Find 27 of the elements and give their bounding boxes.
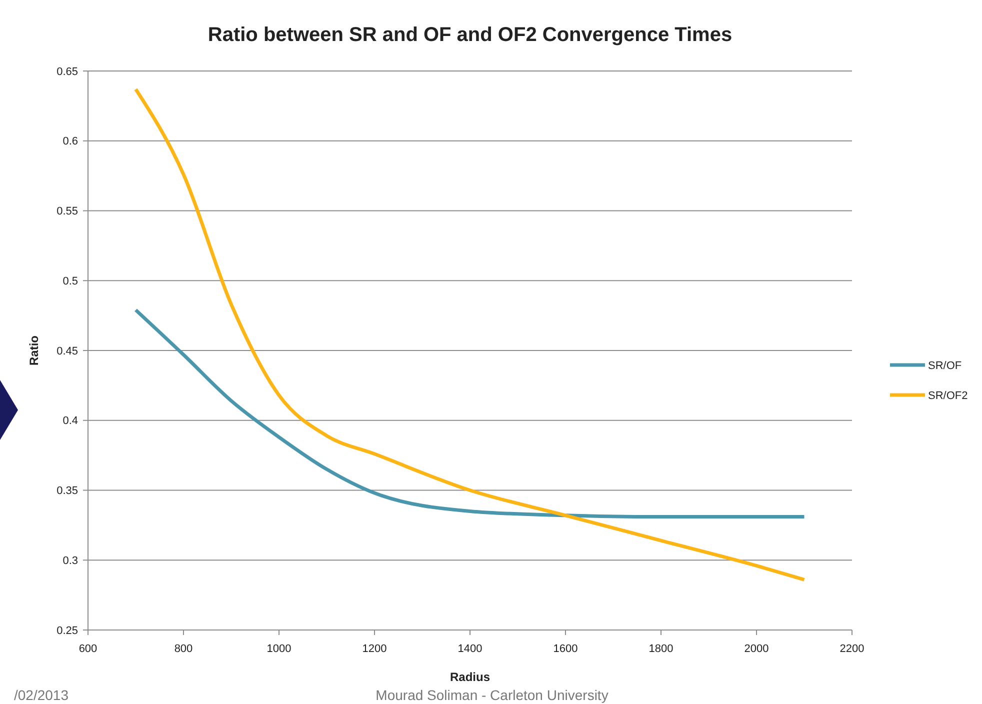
x-tick-label: 1200 xyxy=(362,643,387,655)
x-tick-label: 800 xyxy=(174,643,193,655)
x-tick-label: 1600 xyxy=(553,643,578,655)
y-tick-label: 0.45 xyxy=(56,345,78,358)
text: Mourad Soliman - Carleton University xyxy=(376,687,608,703)
x-tick-label: 2200 xyxy=(840,643,864,655)
x-tick-label: 2000 xyxy=(744,643,769,655)
y-tick-label: 0.65 xyxy=(56,66,78,78)
y-tick-label: 0.25 xyxy=(56,624,78,637)
x-tick-label: 1800 xyxy=(648,643,674,655)
y-tick-label: 0.35 xyxy=(56,485,78,498)
chart-title: Ratio between SR and OF and OF2 Convergence Times xyxy=(208,24,732,46)
legend-label: SR/OF xyxy=(928,360,962,372)
x-tick-label: 1400 xyxy=(458,643,482,655)
y-tick-label: 0.6 xyxy=(62,136,78,148)
line-series xyxy=(134,308,806,519)
text: /02/2013 xyxy=(14,687,69,703)
y-tick-label: 0.5 xyxy=(62,275,78,288)
y-tick-label: 0.3 xyxy=(62,554,78,567)
x-tick-label: 1000 xyxy=(266,643,292,655)
legend-label: SR/OF2 xyxy=(928,390,968,402)
x-axis-title: Radius xyxy=(450,670,490,684)
y-axis-title: Ratio xyxy=(27,336,41,366)
line-series xyxy=(134,87,806,582)
y-tick-label: 0.55 xyxy=(56,206,78,218)
y-tick-label: 0.4 xyxy=(62,415,78,428)
x-tick-label: 600 xyxy=(78,643,98,655)
